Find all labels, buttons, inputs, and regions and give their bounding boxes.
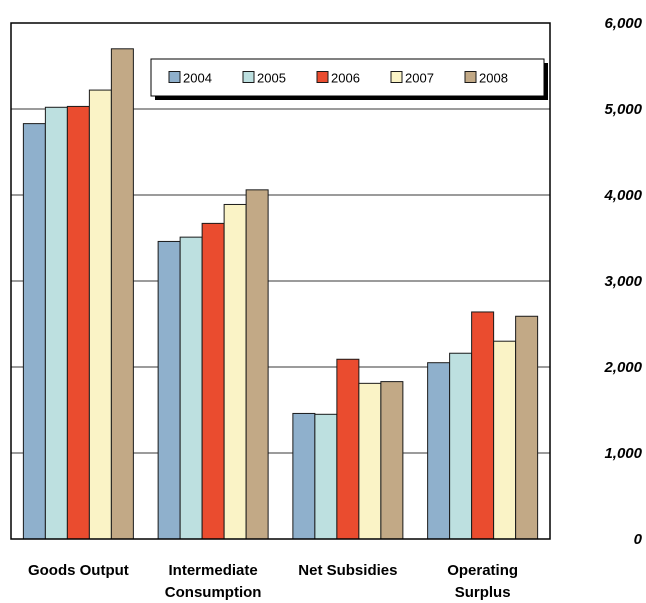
legend-label-2004: 2004 [183, 71, 212, 86]
y-tick-label: 1,000 [604, 445, 642, 462]
bar-2006-1 [201, 222, 225, 540]
bar-2005-0 [44, 106, 68, 540]
bar-2007-1 [223, 203, 247, 540]
category-label: Intermediate Consumption [165, 562, 262, 601]
bar-2006-0 [66, 105, 90, 540]
bars [22, 48, 539, 540]
bar-2006-3 [471, 311, 495, 540]
bar-2007-3 [493, 340, 517, 540]
y-tick-label: 4,000 [603, 187, 642, 204]
bar-2004-2 [292, 412, 316, 540]
bar-2005-3 [449, 352, 473, 540]
legend: 2004 2005 2006 2007 2008 [150, 58, 548, 100]
legend-label-2005: 2005 [257, 71, 286, 86]
category-label: Operating Surplus [447, 562, 518, 601]
bar-2008-2 [380, 381, 404, 540]
legend-label-2008: 2008 [479, 71, 508, 86]
plot-frame [10, 22, 551, 540]
legend-swatch-2008 [464, 71, 477, 83]
category-label: Goods Output [28, 562, 129, 579]
category-label: Net Subsidies [298, 562, 397, 579]
bar-2005-2 [314, 413, 338, 540]
bar-2008-0 [110, 48, 134, 540]
bar-2007-2 [358, 382, 382, 540]
bar-2006-2 [336, 358, 360, 540]
legend-swatch-2004 [168, 71, 181, 83]
bar-2004-0 [22, 123, 46, 540]
bar-2005-1 [179, 236, 203, 540]
bar-2008-1 [245, 189, 269, 540]
legend-swatch-2005 [242, 71, 255, 83]
legend-box [150, 58, 545, 97]
legend-label-2007: 2007 [405, 71, 434, 86]
y-tick-label: 2,000 [603, 359, 642, 376]
bar-2004-1 [157, 240, 181, 540]
y-axis-ticks: 0 1,000 2,000 3,000 4,000 5,000 6,000 [603, 15, 642, 548]
x-axis-categories: Goods Output Intermediate Consumption Net S… [28, 562, 518, 601]
y-tick-label: 3,000 [604, 273, 642, 290]
legend-swatch-2006 [316, 71, 329, 83]
y-tick-label: 0 [634, 531, 643, 548]
y-tick-label: 6,000 [604, 15, 642, 32]
y-tick-label: 5,000 [604, 101, 642, 118]
legend-label-2006: 2006 [331, 71, 360, 86]
legend-swatch-2007 [390, 71, 403, 83]
bar-2007-0 [88, 89, 112, 540]
bar-2004-3 [427, 362, 451, 540]
bar-2008-3 [515, 315, 539, 540]
